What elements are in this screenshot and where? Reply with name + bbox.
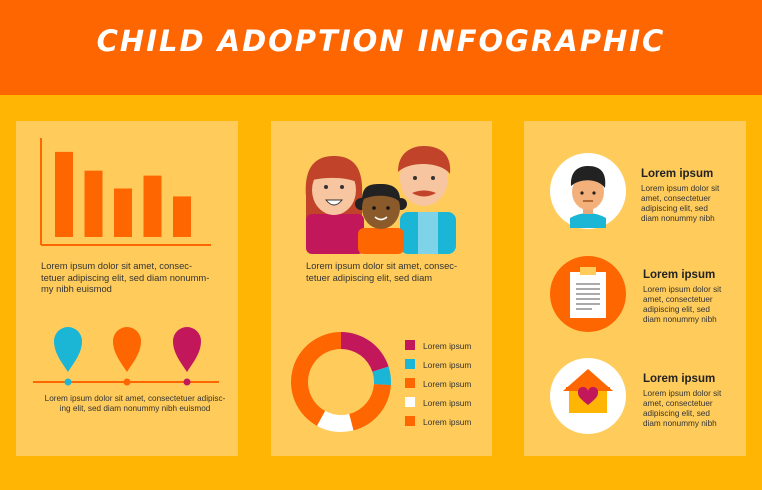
donut-slice [341, 332, 389, 372]
timeline-dot [123, 378, 131, 386]
crimson-pin-icon [173, 327, 201, 372]
father-figure [398, 146, 456, 254]
item-title: Lorem ipsum [643, 269, 716, 281]
legend-swatch [405, 359, 415, 369]
bar [173, 196, 191, 237]
text-line: Lorem ipsum dolor sit amet, consec- [41, 260, 193, 271]
donut-slice [290, 332, 341, 426]
legend-swatch [405, 340, 415, 350]
text-line: amet, consectetuer [643, 295, 713, 304]
text-line: adipiscing elit, sed [641, 204, 708, 213]
legend-label: Lorem ipsum [423, 416, 472, 427]
text-line: diam nonummy nibh [641, 214, 715, 223]
timeline-dot [64, 378, 72, 386]
text-line: ing elit, sed diam nonummy nibh euismod [59, 404, 211, 413]
legend-label: Lorem ipsum [423, 378, 472, 389]
teal-pin-icon [54, 327, 82, 372]
text-line: Lorem ipsum dolor sit amet, consec- [306, 260, 458, 271]
legend-label: Lorem ipsum [423, 359, 472, 370]
item-title: Lorem ipsum [641, 168, 714, 180]
text-line: adipiscing elit, sed [643, 409, 710, 418]
legend-swatch [405, 378, 415, 388]
bar [143, 175, 162, 237]
text-line: tetuer adipiscing elit, sed diam [306, 271, 433, 283]
page-title: CHILD ADOPTION INFOGRAPHIC [96, 24, 666, 58]
mother-figure [305, 156, 364, 254]
item-title: Lorem ipsum [643, 373, 716, 385]
left-text-block: Lorem ipsum dolor sit amet, consec- tetu… [41, 260, 221, 295]
bar [55, 151, 73, 237]
text-line: Lorem ipsum dolor sit [643, 285, 722, 294]
house-heart-icon [563, 369, 613, 413]
bar [114, 188, 132, 237]
item-text: Lorem ipsum dolor sit amet, consectetuer… [643, 389, 743, 429]
text-line: amet, consectetuer [641, 194, 711, 203]
child-face-icon [570, 166, 606, 228]
text-line: Lorem ipsum dolor sit [641, 184, 720, 193]
middle-text-block: Lorem ipsum dolor sit amet, consec- tetu… [306, 260, 486, 283]
text-line: my nibh euismod [41, 283, 112, 295]
panel-left [16, 121, 238, 456]
child-figure [355, 184, 407, 254]
text-line: tetuer adipiscing elit, sed diam nonumm- [41, 271, 210, 283]
legend-label: Lorem ipsum [423, 340, 472, 351]
left-text-block-2: Lorem ipsum dolor sit amet, consectetuer… [40, 394, 230, 414]
legend-label: Lorem ipsum [423, 397, 472, 408]
item-text: Lorem ipsum dolor sit amet, consectetuer… [641, 184, 741, 224]
donut-slice [316, 410, 354, 433]
header-banner: CHILD ADOPTION INFOGRAPHIC [0, 0, 762, 95]
text-line: Lorem ipsum dolor sit [643, 389, 722, 398]
legend-swatch [405, 397, 415, 407]
text-line: diam nonummy nibh [643, 315, 717, 324]
orange-pin-icon [113, 327, 141, 372]
text-line: Lorem ipsum dolor sit amet, consectetuer… [44, 394, 226, 403]
text-line: adipiscing elit, sed [643, 305, 710, 314]
donut-slice [372, 366, 391, 386]
bar [84, 170, 103, 237]
text-line: diam nonummy nibh [643, 419, 717, 428]
text-line: amet, consectetuer [643, 399, 713, 408]
donut-slice [349, 384, 391, 431]
item-text: Lorem ipsum dolor sit amet, consectetuer… [643, 285, 743, 325]
legend-swatch [405, 416, 415, 426]
clipboard-icon [570, 267, 606, 318]
timeline-dot [183, 378, 191, 386]
